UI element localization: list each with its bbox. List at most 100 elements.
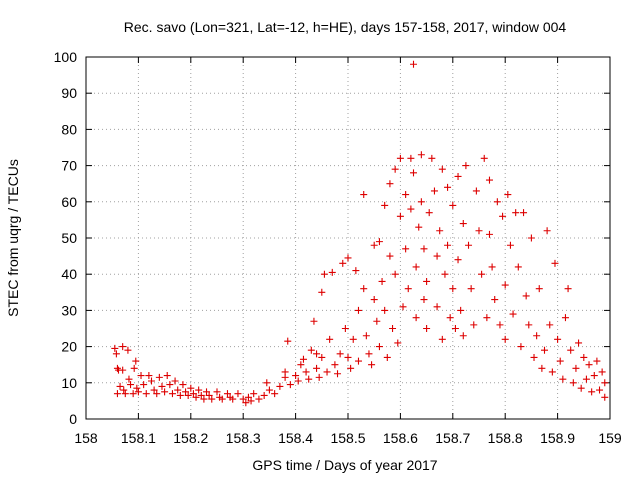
data-point bbox=[530, 353, 538, 361]
data-point bbox=[601, 379, 609, 387]
data-point bbox=[336, 350, 344, 358]
data-point bbox=[276, 382, 284, 390]
data-point bbox=[417, 151, 425, 159]
data-point bbox=[116, 382, 124, 390]
y-tick-label: 30 bbox=[61, 302, 77, 318]
data-point bbox=[284, 337, 292, 345]
data-point bbox=[195, 386, 203, 394]
data-point bbox=[444, 183, 452, 191]
data-point bbox=[381, 201, 389, 209]
data-point bbox=[286, 381, 294, 389]
data-point bbox=[297, 361, 305, 369]
x-tick-label: 158.2 bbox=[173, 430, 208, 446]
data-point bbox=[420, 296, 428, 304]
data-point bbox=[339, 259, 347, 267]
data-point bbox=[548, 368, 556, 376]
data-point bbox=[171, 377, 179, 385]
data-point bbox=[347, 364, 355, 372]
data-point bbox=[113, 364, 121, 372]
data-point bbox=[203, 388, 211, 396]
data-point bbox=[168, 390, 176, 398]
data-point bbox=[242, 399, 250, 407]
data-point bbox=[493, 198, 501, 206]
data-point bbox=[436, 227, 444, 235]
data-point bbox=[119, 343, 127, 351]
data-point bbox=[541, 346, 548, 354]
data-point bbox=[365, 350, 373, 358]
x-tick-label: 158.9 bbox=[540, 430, 575, 446]
data-point bbox=[496, 321, 504, 329]
data-point bbox=[459, 220, 467, 228]
data-point bbox=[271, 390, 279, 398]
data-point bbox=[449, 285, 457, 293]
data-point bbox=[449, 201, 457, 209]
data-point bbox=[125, 375, 133, 383]
data-point bbox=[569, 379, 577, 387]
data-point bbox=[438, 335, 446, 343]
y-tick-label: 60 bbox=[61, 194, 77, 210]
data-point bbox=[349, 335, 357, 343]
data-point bbox=[577, 384, 585, 392]
data-point bbox=[368, 361, 376, 369]
data-point bbox=[546, 321, 554, 329]
data-point bbox=[133, 384, 141, 392]
data-point bbox=[438, 165, 446, 173]
data-point bbox=[197, 391, 205, 399]
data-point bbox=[331, 361, 339, 369]
data-point bbox=[488, 263, 496, 271]
data-point bbox=[326, 335, 334, 343]
data-point bbox=[153, 390, 161, 398]
data-point bbox=[184, 391, 192, 399]
data-point bbox=[596, 386, 604, 394]
data-point bbox=[567, 346, 575, 354]
data-point bbox=[475, 227, 483, 235]
data-point bbox=[161, 388, 169, 396]
data-point bbox=[504, 191, 512, 199]
data-point bbox=[344, 353, 352, 361]
data-point bbox=[404, 285, 412, 293]
data-point bbox=[520, 209, 528, 217]
data-point bbox=[318, 353, 326, 361]
data-point bbox=[386, 252, 394, 260]
data-points bbox=[111, 60, 609, 407]
data-point bbox=[124, 346, 132, 354]
data-point bbox=[433, 252, 441, 260]
data-point bbox=[239, 395, 247, 403]
data-point bbox=[213, 388, 221, 396]
data-point bbox=[423, 277, 431, 285]
data-point bbox=[412, 314, 420, 322]
x-tick-label: 159 bbox=[598, 430, 622, 446]
data-point bbox=[112, 350, 120, 358]
data-point bbox=[561, 314, 569, 322]
data-point bbox=[334, 370, 342, 378]
data-point bbox=[454, 172, 462, 180]
chart-title: Rec. savo (Lon=321, Lat=-12, h=HE), days… bbox=[124, 19, 567, 35]
data-point bbox=[501, 281, 509, 289]
data-point bbox=[234, 390, 242, 398]
data-point bbox=[582, 375, 590, 383]
x-tick-label: 158.6 bbox=[383, 430, 418, 446]
x-axis-label: GPS time / Days of year 2017 bbox=[252, 457, 437, 473]
data-point bbox=[598, 368, 606, 376]
data-point bbox=[509, 310, 517, 318]
y-tick-label: 100 bbox=[54, 49, 78, 65]
data-point bbox=[229, 395, 237, 403]
data-point bbox=[132, 357, 140, 365]
x-tick-label: 158.3 bbox=[226, 430, 261, 446]
data-point bbox=[223, 390, 231, 398]
data-point bbox=[200, 395, 208, 403]
data-point bbox=[585, 361, 593, 369]
data-point bbox=[255, 395, 263, 403]
data-point bbox=[543, 227, 551, 235]
data-point bbox=[551, 259, 559, 267]
data-point bbox=[457, 306, 465, 314]
data-point bbox=[525, 321, 533, 329]
y-tick-label: 70 bbox=[61, 158, 77, 174]
data-point bbox=[399, 303, 407, 311]
data-point bbox=[302, 368, 310, 376]
data-point bbox=[315, 373, 323, 381]
data-point bbox=[192, 393, 200, 401]
data-point bbox=[485, 176, 493, 184]
y-tick-label: 50 bbox=[61, 230, 77, 246]
